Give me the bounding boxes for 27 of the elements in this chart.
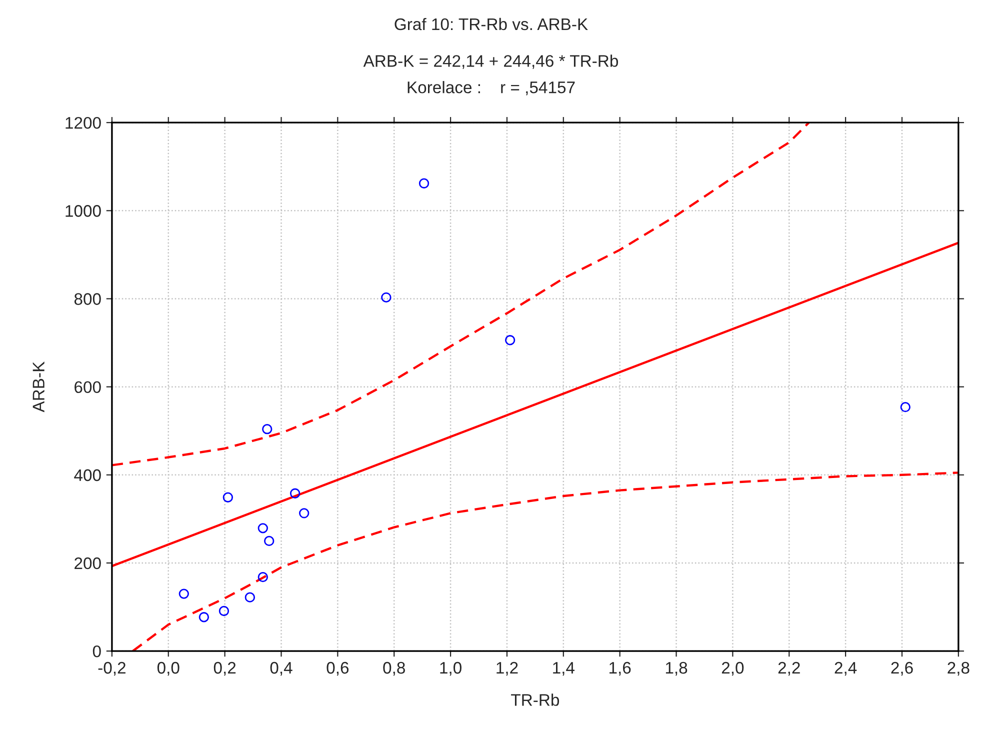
y-tick-label: 1000 [66,205,101,217]
y-tick-label: 800 [74,293,101,305]
x-tick-label: 1,4 [553,662,575,676]
x-tick-label: 0,4 [270,662,292,676]
x-tick-label: 2,2 [778,662,800,676]
x-tick-label: 2,0 [722,662,744,676]
y-tick-label: 1200 [66,116,101,129]
x-tick-label: -0,2 [98,662,126,676]
y-axis-title: ARB-K [32,362,44,412]
x-axis-title: TR-Rb [511,694,560,706]
x-tick-label: 2,8 [948,662,970,676]
x-tick-label: 2,6 [891,662,913,676]
y-tick-label: 0 [92,645,101,658]
x-tick-label: 0,0 [157,662,180,676]
x-tick-label: 0,2 [214,662,236,676]
x-tick-label: 0,8 [383,662,405,676]
x-tick-label: 1,6 [610,662,631,676]
x-tick-label: 0,6 [326,662,349,676]
x-tick-label: 2,4 [834,662,857,676]
chart-title: Graf 10: TR-Rb vs. ARB-K [394,18,588,30]
x-tick-label: 1,2 [496,662,518,676]
chart-subtitle: ARB-K = 242,14 + 244,46 * TR-Rb Korelace : r = ,54157 [363,54,618,96]
y-tick-label: 600 [74,381,101,394]
x-tick-label: 1,8 [666,662,688,676]
y-tick-label: 400 [74,469,101,482]
y-tick-label: 200 [74,557,101,570]
x-tick-label: 1,0 [440,662,462,676]
